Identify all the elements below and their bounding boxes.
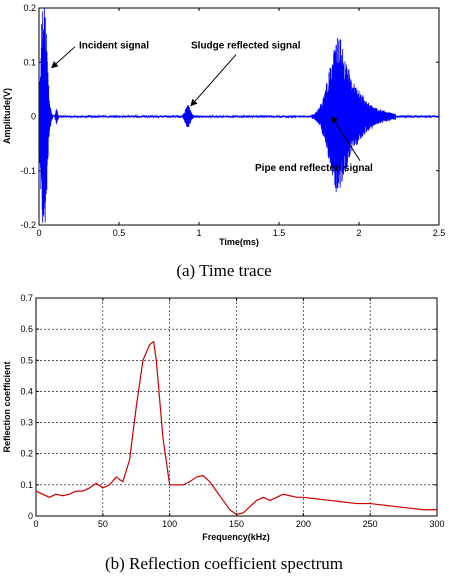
x-tick-label: 1.5	[273, 228, 286, 238]
y-tick-label: 0.3	[20, 418, 33, 428]
x-tick-label: 2	[356, 228, 361, 238]
y-tick-label: 0	[28, 511, 33, 521]
y-axis-label-b: Reflection coefficient	[2, 361, 12, 452]
time-trace-chart: 0 0.5 1 1.5 2 2.5 -0.2 -0.1 0 0.1 0.2 Incident sig…	[2, 3, 445, 280]
y-tick-label: -0.2	[20, 220, 36, 230]
x-tick-label: 250	[363, 519, 378, 529]
reflection-spectrum-chart: 0 50 100 150 200 250 300 0 0.1 0.2 0.3 0.4 0.5 0.6 0.7…	[2, 293, 445, 573]
y-axis-label-a: Amplitude(V)	[2, 88, 12, 144]
annotation-arrow	[51, 46, 76, 69]
x-tick-label: 0	[33, 519, 38, 529]
y-tick-label: 0.1	[20, 480, 33, 490]
y-tick-label: 0.2	[20, 449, 33, 459]
x-tick-label: 0.5	[113, 228, 126, 238]
y-tick-label: 0.7	[20, 293, 33, 303]
caption-a: (a) Time trace	[176, 261, 271, 280]
x-tick-label: 2.5	[433, 228, 446, 238]
annotation-label: Sludge reflected signal	[191, 41, 301, 52]
y-tick-label: 0	[31, 112, 36, 122]
series-line-reflection-coefficient	[35, 341, 437, 516]
annotation-label: Pipe end reflected signal	[255, 163, 373, 174]
y-tick-label: -0.1	[20, 166, 36, 176]
annotation-arrow	[331, 115, 361, 162]
x-tick-label: 50	[98, 519, 108, 529]
x-tick-label: 150	[229, 519, 244, 529]
annotation-label: Incident signal	[79, 41, 149, 52]
x-axis-label-b: Frequency(kHz)	[202, 532, 270, 542]
y-tick-label: 0.5	[20, 355, 33, 365]
x-axis-label-a: Time(ms)	[219, 237, 259, 247]
y-tick-label: 0.1	[23, 57, 36, 67]
y-tick-label: 0.4	[20, 386, 33, 396]
x-tick-label: 1	[196, 228, 201, 238]
caption-b: (b) Reflection coefficient spectrum	[105, 554, 343, 573]
x-tick-label: 200	[296, 519, 311, 529]
series-line-time-trace	[39, 8, 439, 223]
annotation-arrow	[190, 54, 237, 107]
x-tick-label: 300	[429, 519, 444, 529]
x-tick-label: 0	[36, 228, 41, 238]
y-tick-label: 0.6	[20, 324, 33, 334]
y-tick-label: 0.2	[23, 3, 36, 13]
x-tick-label: 100	[162, 519, 177, 529]
